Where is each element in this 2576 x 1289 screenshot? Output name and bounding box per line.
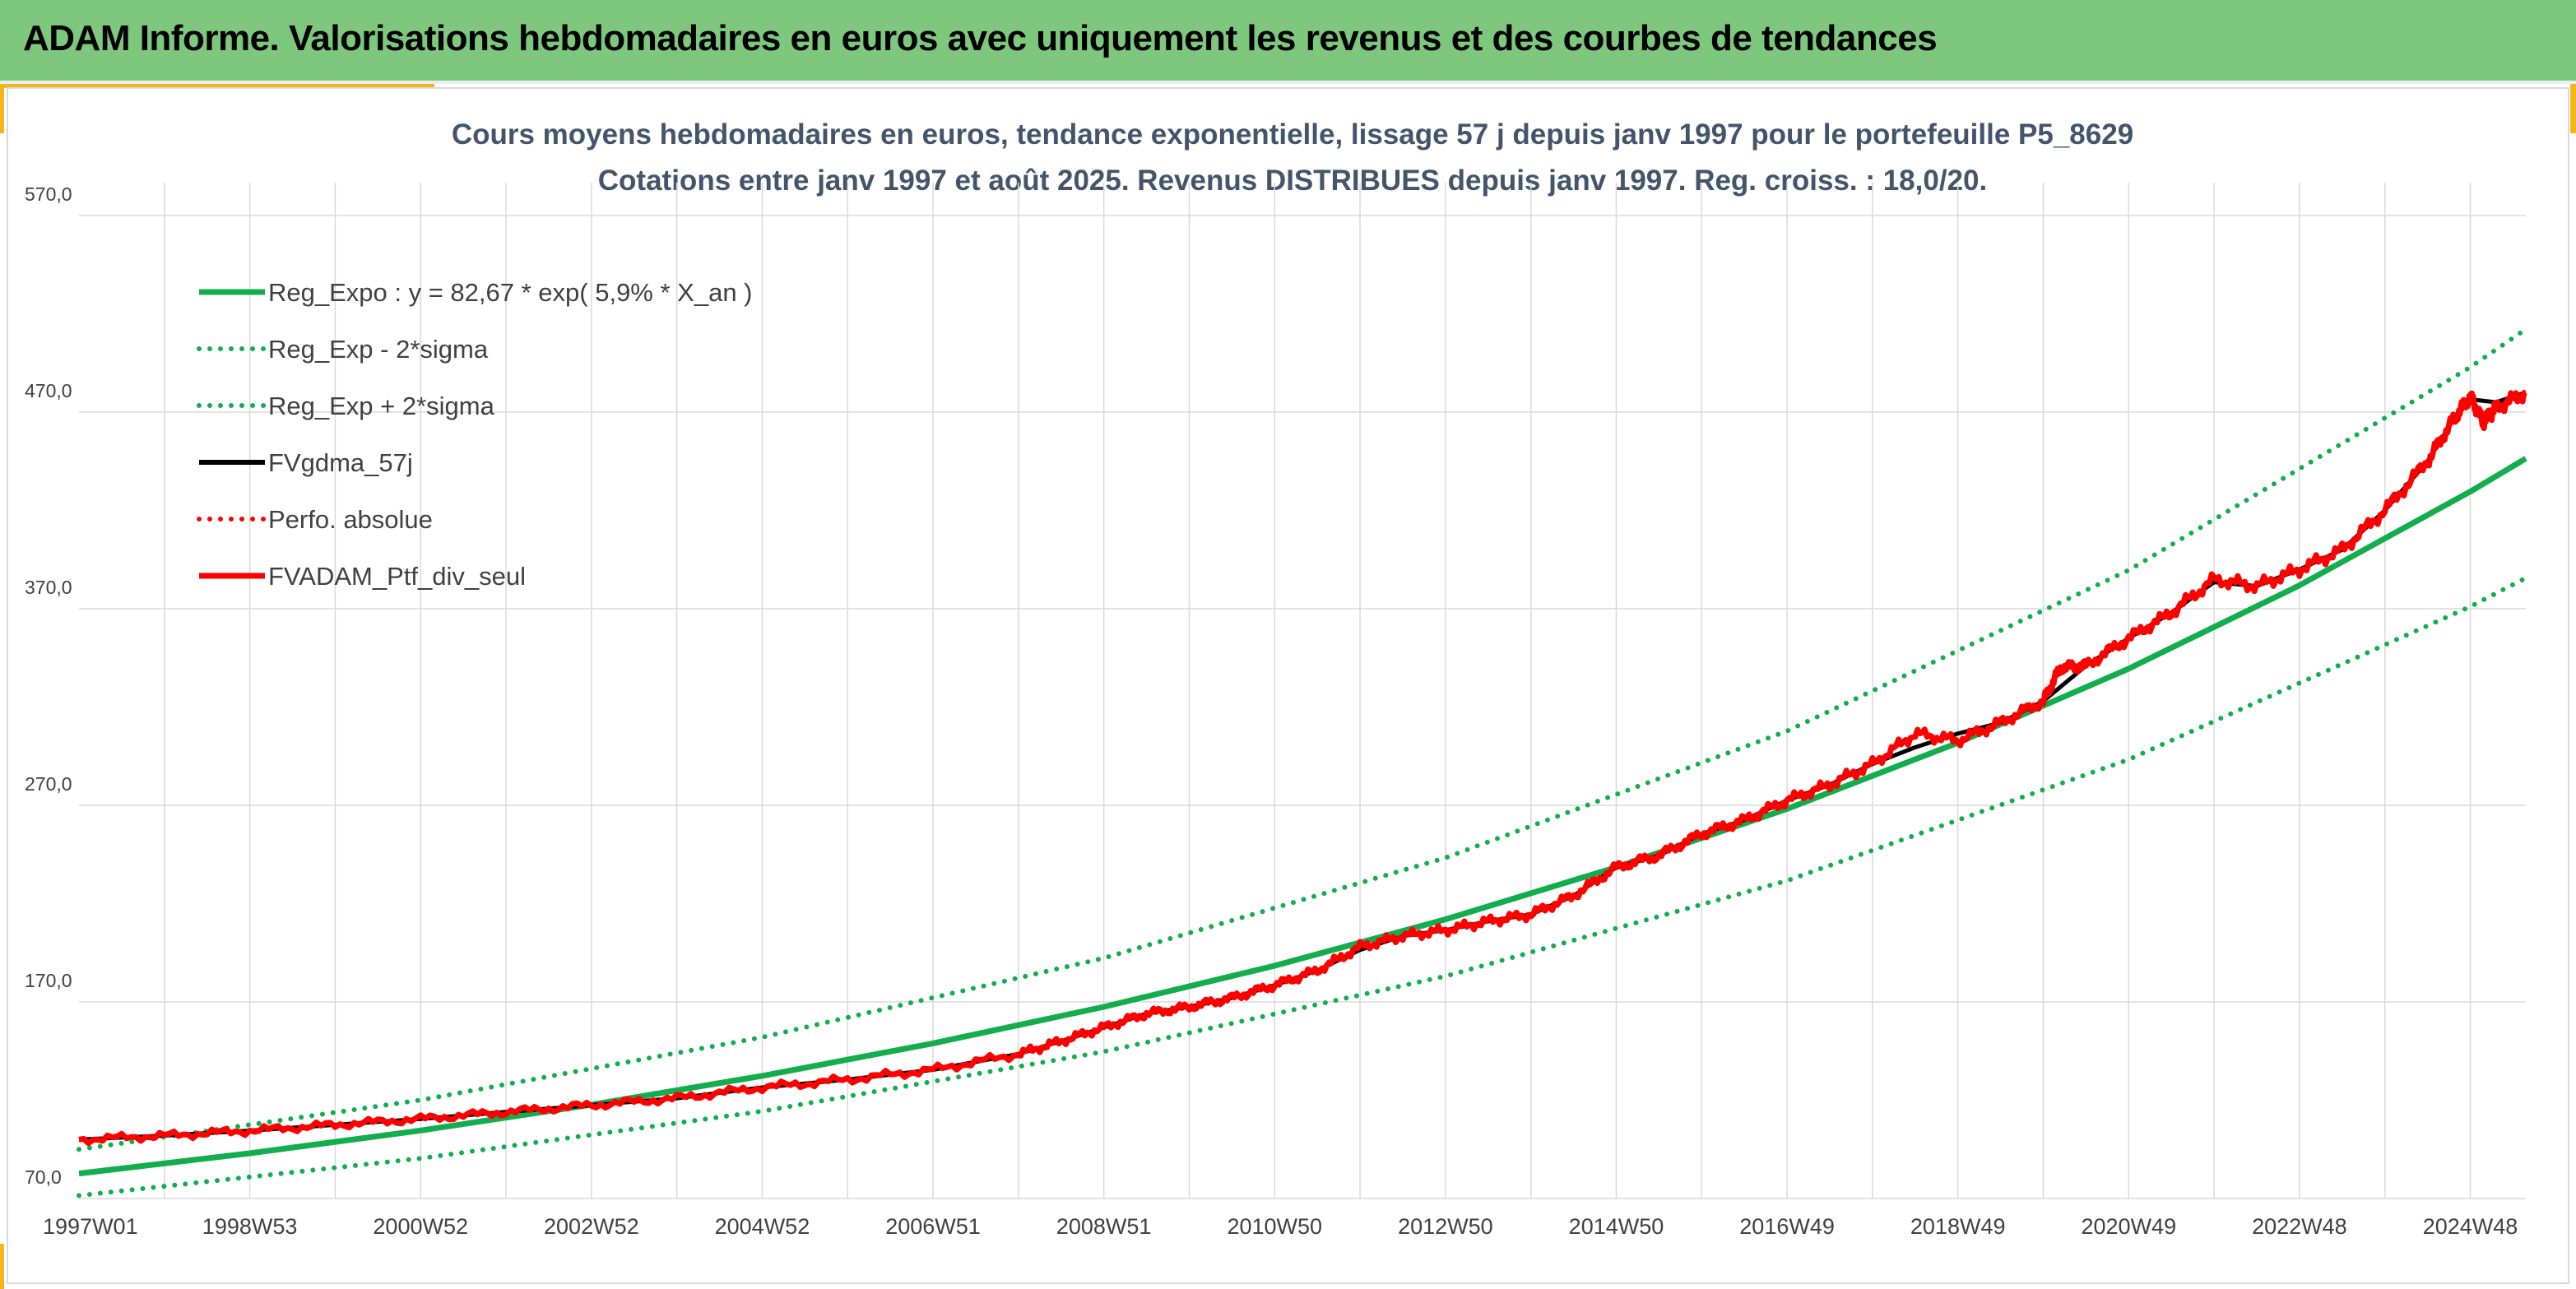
legend-label: Reg_Exp + 2*sigma — [268, 392, 495, 420]
series-reg-exp-minus-2sigma — [77, 575, 2528, 1199]
chart-frame: Cours moyens hebdomadaires en euros, ten… — [7, 87, 2569, 1284]
x-tick-label: 1997W01 — [43, 1214, 138, 1239]
accent-bar-left-edge — [0, 84, 4, 133]
x-tick-label: 2020W49 — [2082, 1214, 2177, 1239]
x-tick-label: 2000W52 — [373, 1214, 468, 1239]
series-fvadam-ptf-div-seul — [78, 389, 2527, 1147]
page-title: ADAM Informe. Valorisations hebdomadaire… — [23, 18, 1938, 58]
chart-subtitle: Cotations entre janv 1997 et août 2025. … — [598, 165, 1987, 197]
y-tick-label: 270,0 — [25, 773, 72, 795]
legend: Reg_Expo : y = 82,67 * exp( 5,9% * X_an … — [197, 278, 753, 591]
accent-bar-bottom-left — [0, 1244, 4, 1289]
x-tick-label: 2012W50 — [1398, 1214, 1493, 1239]
x-tick-label: 2010W50 — [1227, 1214, 1322, 1239]
legend-label: Perfo. absolue — [268, 505, 433, 534]
y-tick-label: 470,0 — [25, 380, 72, 401]
x-tick-label: 2016W49 — [1739, 1214, 1835, 1239]
y-tick-label: 170,0 — [25, 970, 72, 991]
legend-label: Reg_Expo : y = 82,67 * exp( 5,9% * X_an … — [268, 278, 753, 307]
axis-ticks: 570,0 470,0 370,0 270,0 170,0 70,0 1997W01 1998… — [25, 183, 2518, 1239]
series-group — [77, 327, 2528, 1199]
series-reg-exp-plus-2sigma — [77, 327, 2528, 1152]
x-tick-label: 2006W51 — [885, 1214, 981, 1239]
y-tick-label: 570,0 — [25, 183, 72, 205]
x-tick-label: 2024W48 — [2423, 1214, 2518, 1239]
x-tick-label: 2022W48 — [2252, 1214, 2347, 1239]
series-fvgdma-57j — [78, 390, 2527, 1142]
legend-label: FVgdma_57j — [268, 448, 413, 477]
chart-title: Cours moyens hebdomadaires en euros, ten… — [452, 118, 2133, 151]
accent-bar-top-right — [2570, 84, 2576, 133]
legend-label: FVADAM_Ptf_div_seul — [268, 562, 526, 591]
x-tick-label: 1998W53 — [202, 1214, 298, 1239]
chart: Cours moyens hebdomadaires en euros, ten… — [25, 118, 2528, 1239]
legend-label: Reg_Exp - 2*sigma — [268, 335, 489, 364]
y-tick-label: 70,0 — [25, 1166, 62, 1188]
x-tick-label: 2014W50 — [1569, 1214, 1664, 1239]
x-tick-label: 2004W52 — [715, 1214, 810, 1239]
x-tick-label: 2002W52 — [544, 1214, 639, 1239]
y-tick-label: 370,0 — [25, 577, 72, 598]
header-band: ADAM Informe. Valorisations hebdomadaire… — [0, 0, 2576, 84]
accent-bar-top-left — [0, 84, 434, 88]
x-tick-label: 2018W49 — [1910, 1214, 2006, 1239]
x-tick-label: 2008W51 — [1056, 1214, 1152, 1239]
